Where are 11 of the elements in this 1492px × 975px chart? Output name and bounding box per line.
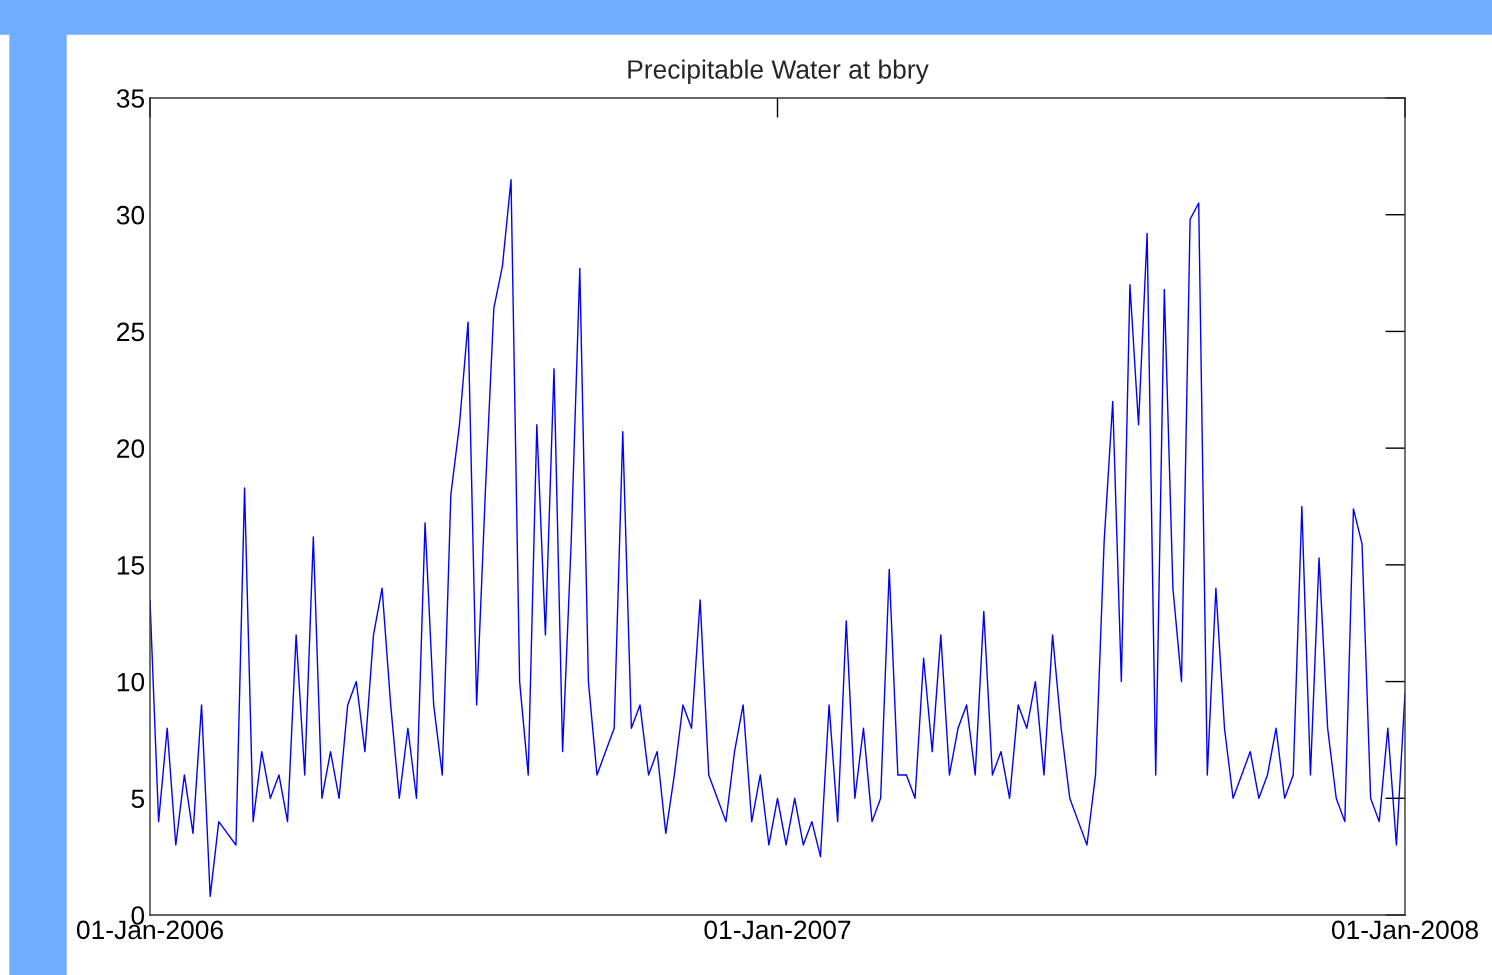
y-tick-label: 5 <box>131 789 145 809</box>
x-tick-label: 01-Jan-2007 <box>704 920 851 940</box>
y-tick-label: 25 <box>117 322 145 342</box>
y-tick-label: 35 <box>116 89 145 108</box>
x-tick-label: 01-Jan-2008 <box>1331 920 1478 940</box>
y-tick-label: 10 <box>117 672 145 692</box>
y-tick-label: 30 <box>116 205 145 225</box>
y-tick-label: 15 <box>117 556 145 575</box>
y-tick-label: 20 <box>117 439 145 458</box>
chart-title: Precipitable Water at bbry <box>628 59 929 85</box>
line-series <box>150 179 1405 898</box>
